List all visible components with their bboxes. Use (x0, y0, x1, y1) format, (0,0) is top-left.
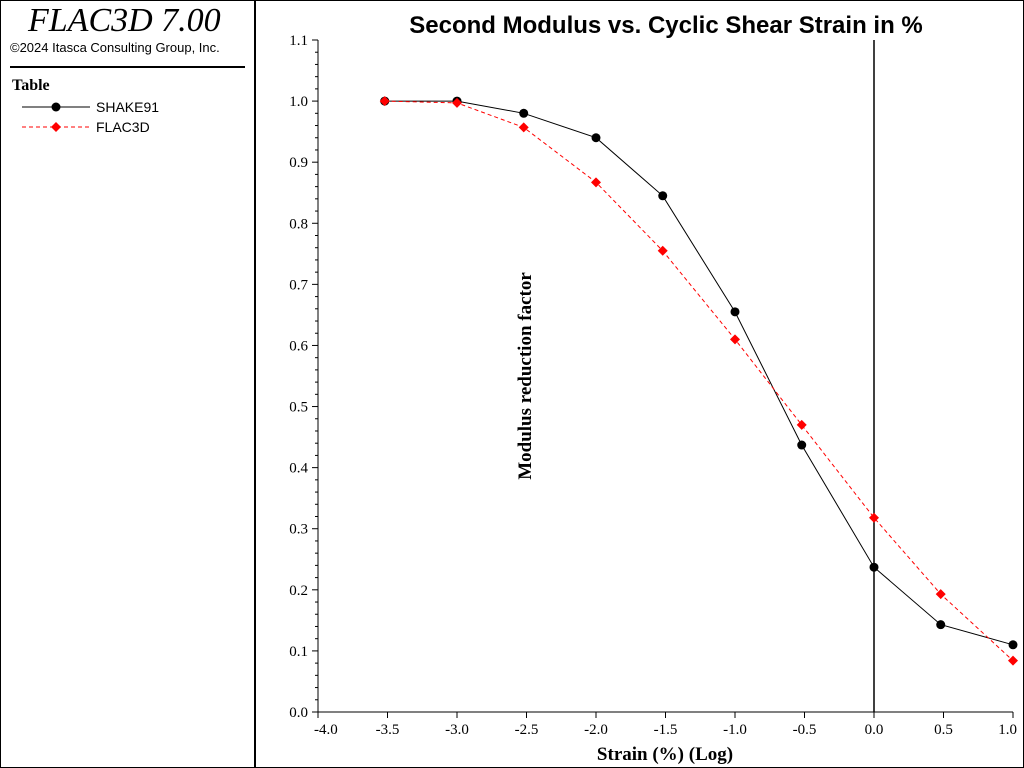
legend-label-shake91: SHAKE91 (96, 99, 160, 115)
data-point-shake91 (519, 108, 529, 118)
series-line-flac3d (384, 100, 1014, 662)
app-title: FLAC3D 7.00 (28, 2, 221, 39)
y-tick-label: 0.6 (289, 338, 308, 354)
y-tick-label: 0.3 (289, 522, 308, 538)
y-tick-label: 0.2 (289, 583, 308, 599)
panel-divider (10, 66, 245, 68)
info-panel: FLAC3D 7.00 ©2024 Itasca Consulting Grou… (0, 0, 256, 768)
x-tick-label: -2.5 (515, 722, 539, 738)
data-point-shake91 (869, 562, 879, 572)
legend-item-shake91: SHAKE91 (22, 98, 242, 116)
data-point-shake91 (591, 133, 601, 143)
x-tick-label: -3.5 (376, 722, 400, 738)
data-point-flac3d (935, 589, 946, 600)
data-point-flac3d (518, 122, 529, 133)
axes: 0.0 0.1 0.2 0.3 0.4 0.5 0.6 0.7 0.8 0.9 1.0 1.1 -4.0… (289, 33, 1017, 738)
data-point-flac3d (796, 419, 807, 430)
legend-swatch-shake91 (22, 102, 90, 112)
legend-title: Table (12, 77, 50, 94)
data-point-shake91 (936, 620, 946, 630)
x-tick-label: -3.0 (445, 722, 469, 738)
x-tick-label: -0.5 (793, 722, 817, 738)
y-tick-label: 0.5 (289, 400, 308, 416)
y-tick-label: 0.7 (289, 277, 308, 293)
y-tick-label: 0.9 (289, 155, 308, 171)
legend-swatch-flac3d (22, 122, 90, 132)
data-point-shake91 (1008, 640, 1018, 650)
x-tick-label: -4.0 (314, 722, 338, 738)
y-tick-label: 1.0 (289, 94, 308, 110)
x-axis-title: Strain (%) (Log) (597, 744, 733, 765)
chart-area: Second Modulus vs. Cyclic Shear Strain i… (289, 12, 1018, 765)
y-tick-label: 0.0 (289, 705, 308, 721)
chart-title: Second Modulus vs. Cyclic Shear Strain i… (409, 12, 922, 39)
data-point-shake91 (730, 307, 740, 317)
y-tick-label: 0.8 (289, 216, 308, 232)
y-axis-title: Modulus reduction factor (515, 272, 536, 480)
data-point-flac3d (452, 97, 462, 108)
legend-label-flac3d: FLAC3D (96, 119, 150, 135)
data-point-shake91 (797, 440, 807, 450)
x-tick-label: 1.0 (998, 722, 1017, 738)
series-line-shake91 (384, 100, 1014, 646)
y-tick-label: 0.1 (289, 644, 308, 660)
data-point-flac3d (657, 245, 668, 256)
data-point-flac3d (730, 334, 740, 345)
copyright-text: ©2024 Itasca Consulting Group, Inc. (10, 40, 220, 55)
y-tick-label: 1.1 (289, 33, 308, 49)
data-point-flac3d (591, 177, 601, 188)
x-tick-label: -1.5 (654, 722, 678, 738)
data-point-flac3d (1008, 655, 1018, 666)
y-tick-label: 0.4 (289, 461, 308, 477)
data-point-flac3d (869, 512, 879, 523)
x-tick-label: 0.0 (865, 722, 884, 738)
data-point-shake91 (658, 191, 668, 201)
x-tick-label: -2.0 (584, 722, 608, 738)
x-tick-label: -1.0 (723, 722, 747, 738)
data-point-flac3d (379, 96, 390, 107)
x-tick-label: 0.5 (934, 722, 953, 738)
series-layer (379, 96, 1018, 666)
legend-item-flac3d: FLAC3D (22, 118, 242, 136)
